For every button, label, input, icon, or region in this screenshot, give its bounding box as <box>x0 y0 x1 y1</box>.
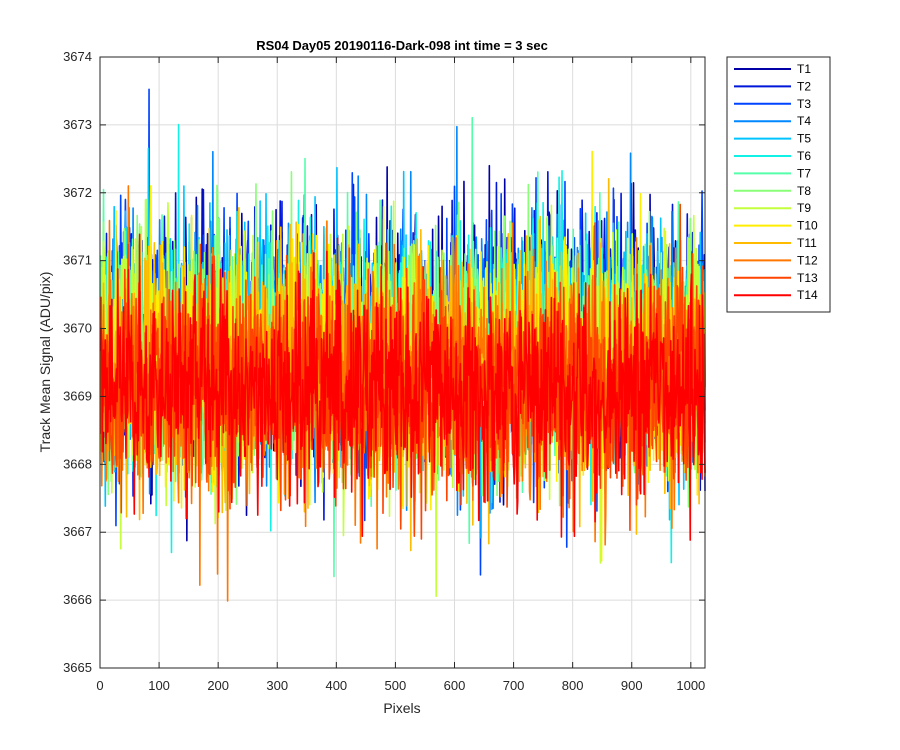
legend-label-t8: T8 <box>797 184 811 198</box>
x-tick-label: 200 <box>207 678 229 693</box>
x-tick-label: 0 <box>96 678 103 693</box>
y-tick-label: 3671 <box>63 253 92 268</box>
legend-label-t2: T2 <box>797 79 811 93</box>
legend-label-t9: T9 <box>797 201 811 215</box>
x-tick-label: 900 <box>621 678 643 693</box>
legend-label-t1: T1 <box>797 62 811 76</box>
x-tick-label: 100 <box>148 678 170 693</box>
legend-label-t7: T7 <box>797 166 811 180</box>
legend-label-t6: T6 <box>797 149 811 163</box>
x-tick-label: 400 <box>325 678 347 693</box>
y-tick-label: 3672 <box>63 185 92 200</box>
y-tick-label: 3668 <box>63 456 92 471</box>
axis-ticks <box>99 56 705 669</box>
y-tick-label: 3667 <box>63 524 92 539</box>
y-axis-label: Track Mean Signal (ADU/pix) <box>37 272 53 453</box>
y-tick-label: 3670 <box>63 321 92 336</box>
legend-label-t4: T4 <box>797 114 811 128</box>
x-tick-label: 700 <box>503 678 525 693</box>
legend-label-t14: T14 <box>797 288 818 302</box>
y-tick-label: 3669 <box>63 388 92 403</box>
legend-label-t11: T11 <box>797 236 817 250</box>
y-tick-label: 3666 <box>63 592 92 607</box>
series-line-t13 <box>99 203 706 540</box>
series-line-t14 <box>99 233 706 541</box>
y-tick-label: 3674 <box>63 49 92 64</box>
x-tick-label: 600 <box>444 678 466 693</box>
x-tick-label: 500 <box>385 678 407 693</box>
chart-title: RS04 Day05 20190116-Dark-098 int time = … <box>256 38 548 53</box>
x-axis-label: Pixels <box>383 700 420 716</box>
x-tick-label: 800 <box>562 678 584 693</box>
legend-label-t13: T13 <box>797 271 818 285</box>
plot-area-border <box>99 56 706 669</box>
y-tick-label: 3665 <box>63 660 92 675</box>
x-tick-label: 300 <box>266 678 288 693</box>
legend-label-t12: T12 <box>797 253 818 267</box>
legend-label-t3: T3 <box>797 97 811 111</box>
x-tick-labels: 0 100 200 300 400 500 600 700 800 900 1000 <box>96 678 705 693</box>
series-layer <box>99 88 706 602</box>
legend-label-t10: T10 <box>797 219 818 233</box>
legend-label-t5: T5 <box>797 132 811 146</box>
legend-box <box>726 56 831 313</box>
x-tick-label: 1000 <box>676 678 705 693</box>
legend: T1 T2 T3 T4 T5 T6 T7 T8 T9 T10 T11 T12 T13 T14 <box>726 56 831 313</box>
y-tick-label: 3673 <box>63 117 92 132</box>
y-tick-labels: 3665 3666 3667 3668 3669 3670 3671 3672 3673 3674 <box>63 49 92 675</box>
